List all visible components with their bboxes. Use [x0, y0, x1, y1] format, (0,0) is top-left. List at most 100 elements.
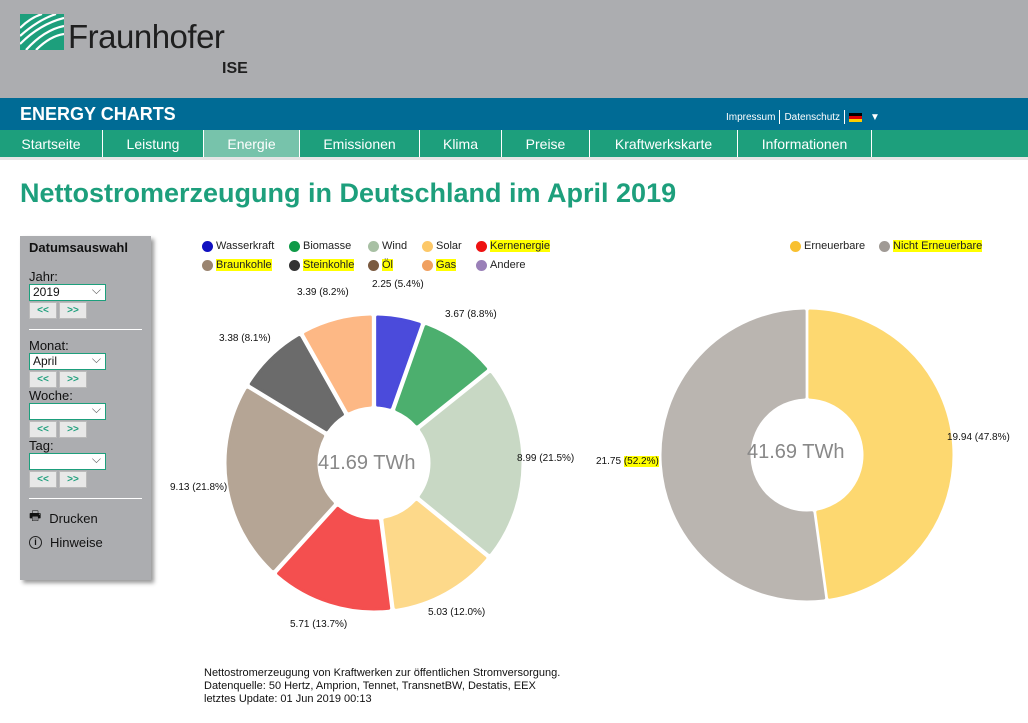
legend-item-wind[interactable]: Wind — [368, 240, 407, 252]
total-label-2: 41.69 TWh — [747, 441, 845, 463]
footnote-update: letztes Update: 01 Jun 2019 00:13 — [204, 693, 372, 705]
legend-dot-icon — [422, 240, 433, 252]
legend-label: Steinkohle — [303, 259, 355, 271]
week-next-button[interactable]: >> — [59, 421, 87, 438]
hints-button[interactable]: i Hinweise — [29, 535, 142, 550]
nav-leistung[interactable]: Leistung — [103, 130, 204, 157]
slice-label-nicht-erneuerbare: 21.75 (52.2%) — [596, 456, 659, 467]
logo-text: Fraunhofer — [68, 18, 225, 55]
legend-label: Wasserkraft — [216, 240, 275, 252]
slice-erneuerbare[interactable] — [808, 309, 953, 599]
legend-label: Nicht Erneuerbare — [893, 240, 983, 252]
page-title: Nettostromerzeugung in Deutschland im Ap… — [20, 178, 677, 208]
nav-preise[interactable]: Preise — [502, 130, 590, 157]
week-label: Woche: — [29, 388, 73, 403]
slice-label-solar: 5.03 (12.0%) — [428, 607, 486, 618]
slice-label-gas: 3.39 (8.2%) — [297, 287, 349, 298]
legend-item-kernenergie[interactable]: Kernenergie — [476, 240, 550, 252]
legend-label: Andere — [490, 259, 526, 271]
year-prev-button[interactable]: << — [29, 302, 57, 319]
nav-emissionen[interactable]: Emissionen — [300, 130, 420, 157]
slice-label-biomasse: 3.67 (8.8%) — [445, 309, 497, 320]
legend-item-erneuerbare[interactable]: Erneuerbare — [790, 240, 865, 252]
divider — [29, 329, 142, 330]
week-select[interactable] — [29, 402, 106, 420]
print-button[interactable]: 🖶 Drucken — [29, 507, 142, 529]
legend-dot-icon — [289, 259, 300, 271]
legend-item-nicht-erneuerbare[interactable]: Nicht Erneuerbare — [879, 240, 983, 252]
legend-dot-icon — [202, 240, 213, 252]
nav-kraftwerkskarte[interactable]: Kraftwerkskarte — [590, 130, 738, 157]
slice-label-wind: 8.99 (21.5%) — [517, 453, 575, 464]
month-next-button[interactable]: >> — [59, 371, 87, 388]
fraunhofer-logo-icon — [20, 14, 64, 50]
legend-item-andere[interactable]: Andere — [476, 259, 525, 271]
legend-dot-icon — [476, 259, 487, 271]
day-select[interactable] — [29, 452, 106, 470]
chart-footnote: Nettostromerzeugung von Kraftwerken zur … — [204, 667, 560, 706]
legend-dot-icon — [422, 259, 433, 271]
panel-title: Datumsauswahl — [29, 240, 128, 255]
legend-item-gas[interactable]: Gas — [422, 259, 457, 271]
brand-title[interactable]: ENERGY CHARTS — [20, 104, 176, 124]
day-prev-button[interactable]: << — [29, 471, 57, 488]
year-select[interactable]: 2019 — [29, 283, 106, 301]
nav-startseite[interactable]: Startseite — [0, 130, 103, 157]
slice-biomasse[interactable] — [395, 325, 488, 426]
legend-dot-icon — [879, 240, 890, 252]
week-prev-button[interactable]: << — [29, 421, 57, 438]
hints-label: Hinweise — [50, 535, 103, 550]
legend-item-solar[interactable]: Solar — [422, 240, 462, 252]
german-flag-icon[interactable] — [849, 112, 863, 122]
slice-label-braunkohle: 9.13 (21.8%) — [170, 482, 228, 493]
slice-gas[interactable] — [304, 315, 372, 413]
legend-dot-icon — [368, 259, 379, 271]
month-prev-button[interactable]: << — [29, 371, 57, 388]
nav-informationen[interactable]: Informationen — [738, 130, 872, 157]
slice-nicht-erneuerbare[interactable] — [661, 309, 826, 601]
month-select[interactable]: April — [29, 352, 106, 370]
slice-label-erneuerbare: 19.94 (47.8%) — [947, 432, 1010, 443]
month-label: Monat: — [29, 338, 69, 353]
footnote-line: Nettostromerzeugung von Kraftwerken zur … — [204, 667, 561, 679]
brand-bar: ENERGY CHARTS Impressum Datenschutz ▼ — [0, 98, 1028, 130]
legend-label: Biomasse — [303, 240, 352, 252]
header-banner: Fraunhofer ISE — [0, 0, 1028, 98]
slice-steinkohle[interactable] — [249, 336, 344, 432]
nav-energie[interactable]: Energie — [204, 130, 300, 157]
slice-wind[interactable] — [419, 373, 522, 554]
legend-dot-icon — [202, 259, 213, 271]
day-next-button[interactable]: >> — [59, 471, 87, 488]
slice-wasserkraft[interactable] — [376, 315, 421, 409]
legend-label: Kernenergie — [490, 240, 550, 252]
legend-dot-icon — [476, 240, 487, 252]
printer-icon: 🖶 — [29, 508, 42, 523]
slice-solar[interactable] — [383, 500, 487, 609]
legend-label: Solar — [436, 240, 462, 252]
impressum-link[interactable]: Impressum — [726, 111, 776, 123]
legend-item-öl[interactable]: Öl — [368, 259, 393, 271]
datenschutz-link[interactable]: Datenschutz — [784, 111, 841, 123]
legend-dot-icon — [790, 240, 801, 252]
legend-item-biomasse[interactable]: Biomasse — [289, 240, 351, 252]
legend-item-wasserkraft[interactable]: Wasserkraft — [202, 240, 274, 252]
legend-label: Braunkohle — [216, 259, 272, 271]
nav-klima[interactable]: Klima — [420, 130, 502, 157]
total-label-1: 41.69 TWh — [318, 452, 416, 474]
year-label: Jahr: — [29, 269, 58, 284]
day-label: Tag: — [29, 438, 54, 453]
divider — [29, 498, 142, 499]
legend-dot-icon — [368, 240, 379, 252]
legend-item-steinkohle[interactable]: Steinkohle — [289, 259, 355, 271]
language-dropdown-arrow[interactable]: ▼ — [870, 111, 880, 123]
slice-kernenergie[interactable] — [277, 506, 391, 611]
date-selection-panel: Datumsauswahl Jahr: 2019 <<>> Monat: Apr… — [20, 236, 151, 580]
legend-label: Erneuerbare — [804, 240, 866, 252]
slice-braunkohle[interactable] — [226, 388, 334, 571]
legend-item-braunkohle[interactable]: Braunkohle — [202, 259, 272, 271]
logo-subtext: ISE — [222, 60, 248, 77]
year-next-button[interactable]: >> — [59, 302, 87, 319]
print-label: Drucken — [49, 510, 98, 526]
legend-label: Wind — [382, 240, 408, 252]
